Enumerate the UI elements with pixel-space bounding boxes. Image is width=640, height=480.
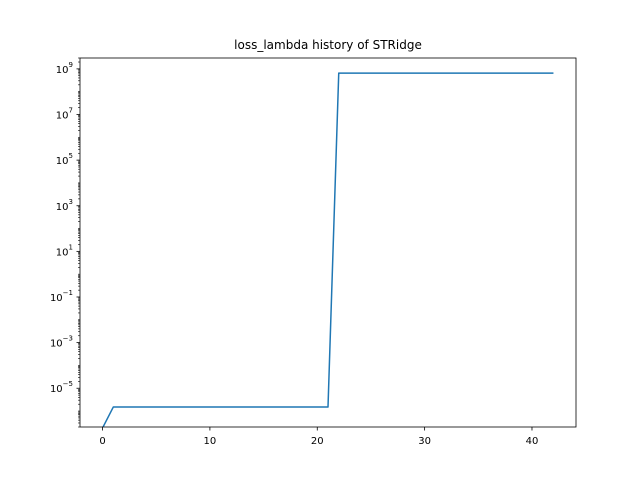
y-tick-label-base: 10 <box>56 156 69 167</box>
y-tick-label-exponent: 7 <box>69 107 73 115</box>
y-tick-label-exponent: 3 <box>69 198 73 206</box>
x-tick-label: 40 <box>526 436 539 447</box>
plot-area <box>102 72 554 427</box>
y-tick-label-exponent: 5 <box>69 152 73 160</box>
y-tick-label-base: 10 <box>56 202 69 213</box>
chart-title: loss_lambda history of STRidge <box>234 38 422 52</box>
y-tick-label-base: 10 <box>50 293 63 304</box>
x-tick-label: 30 <box>418 436 431 447</box>
x-tick-label: 0 <box>99 436 105 447</box>
y-tick-label: 109 <box>56 61 73 76</box>
axes-frame <box>79 57 577 428</box>
y-tick-label-exponent: −5 <box>63 380 73 388</box>
x-tick-label: 10 <box>204 436 217 447</box>
y-tick-label-base: 10 <box>50 384 63 395</box>
series-line-0 <box>102 72 554 427</box>
y-tick-label-base: 10 <box>50 339 63 350</box>
y-tick-label-base: 10 <box>56 247 69 258</box>
y-tick-label: 10−5 <box>50 380 73 395</box>
y-tick-label-base: 10 <box>56 111 69 122</box>
x-axis: 0 10 20 30 40 <box>99 427 538 447</box>
y-tick-label: 107 <box>56 107 73 122</box>
y-tick-label-exponent: −3 <box>63 335 73 343</box>
y-tick-label-exponent: 9 <box>69 61 73 69</box>
y-tick-label: 105 <box>56 152 73 167</box>
y-tick-label: 10−1 <box>50 289 73 304</box>
x-tick-label: 20 <box>311 436 324 447</box>
y-tick-label-exponent: 1 <box>69 243 73 251</box>
y-tick-label-base: 10 <box>56 65 69 76</box>
y-tick-label-exponent: −1 <box>63 289 73 297</box>
y-tick-label: 10−3 <box>50 335 73 350</box>
y-tick-label: 103 <box>56 198 73 213</box>
y-tick-label: 101 <box>56 243 73 258</box>
